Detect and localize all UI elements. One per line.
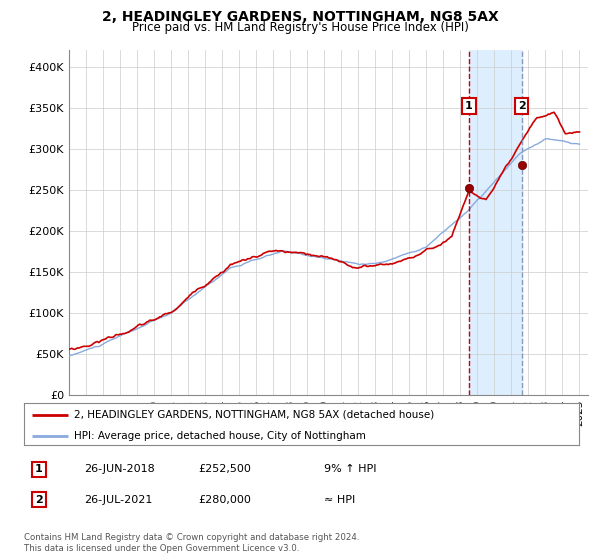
Text: 1: 1: [35, 464, 43, 474]
Text: £280,000: £280,000: [198, 494, 251, 505]
Text: 26-JUL-2021: 26-JUL-2021: [84, 494, 152, 505]
Text: ≈ HPI: ≈ HPI: [324, 494, 355, 505]
Text: HPI: Average price, detached house, City of Nottingham: HPI: Average price, detached house, City…: [74, 431, 366, 441]
Text: 2: 2: [35, 494, 43, 505]
Text: Price paid vs. HM Land Registry's House Price Index (HPI): Price paid vs. HM Land Registry's House …: [131, 21, 469, 34]
Text: 2, HEADINGLEY GARDENS, NOTTINGHAM, NG8 5AX: 2, HEADINGLEY GARDENS, NOTTINGHAM, NG8 5…: [101, 10, 499, 24]
Bar: [469, 50, 521, 395]
Text: 9% ↑ HPI: 9% ↑ HPI: [324, 464, 377, 474]
Text: 1: 1: [465, 101, 473, 111]
Text: Contains HM Land Registry data © Crown copyright and database right 2024.
This d: Contains HM Land Registry data © Crown c…: [24, 533, 359, 553]
Text: £252,500: £252,500: [198, 464, 251, 474]
Text: 2, HEADINGLEY GARDENS, NOTTINGHAM, NG8 5AX (detached house): 2, HEADINGLEY GARDENS, NOTTINGHAM, NG8 5…: [74, 409, 434, 419]
Text: 26-JUN-2018: 26-JUN-2018: [84, 464, 155, 474]
Text: 2: 2: [518, 101, 526, 111]
